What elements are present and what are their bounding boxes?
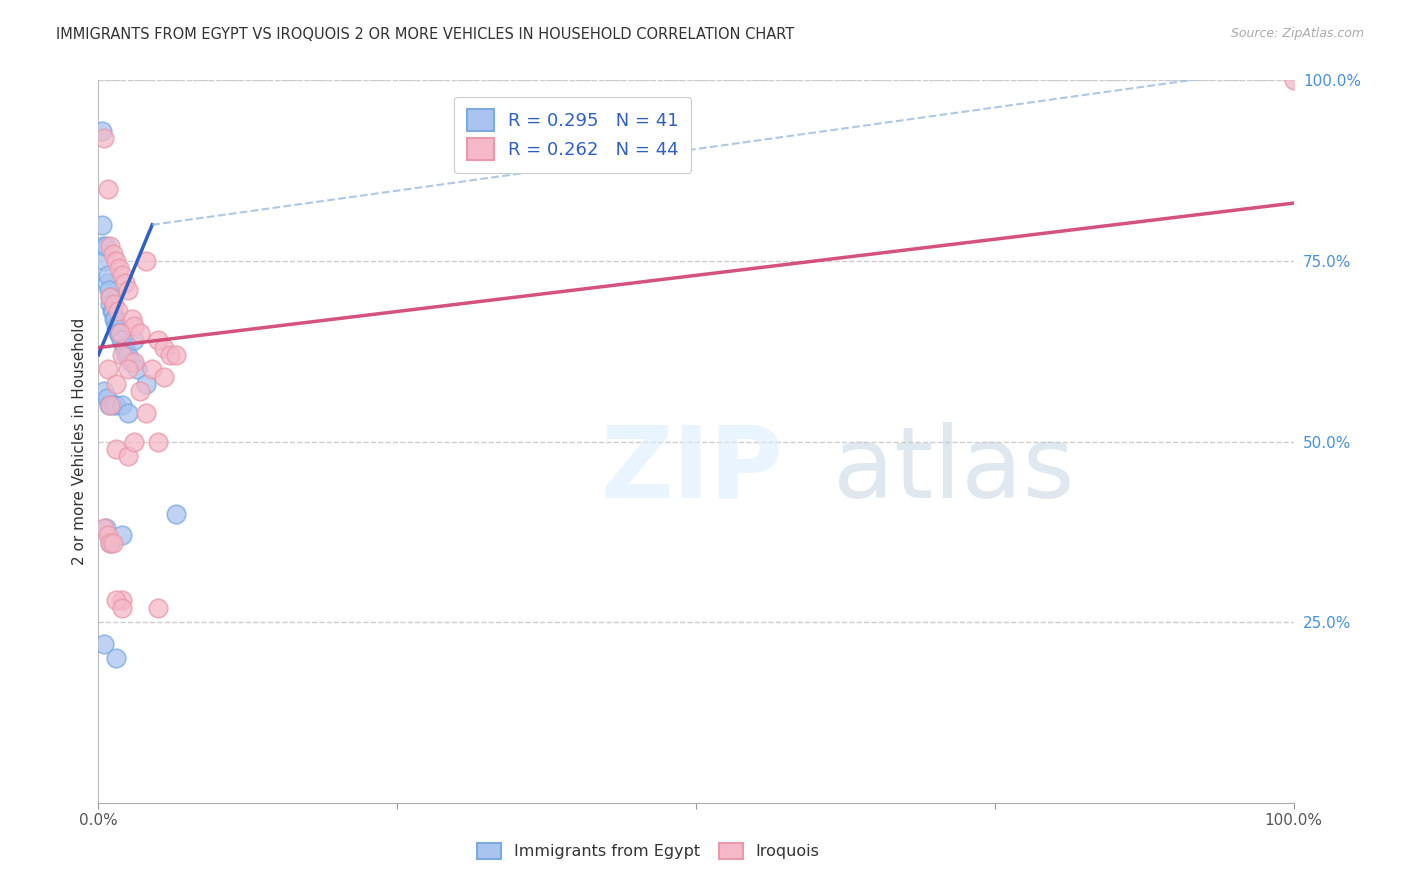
Point bbox=[101, 246, 124, 260]
Point bbox=[98, 398, 122, 412]
Text: IMMIGRANTS FROM EGYPT VS IROQUOIS 2 OR MORE VEHICLES IN HOUSEHOLD CORRELATION CH: IMMIGRANTS FROM EGYPT VS IROQUOIS 2 OR M… bbox=[56, 27, 794, 42]
Point bbox=[111, 268, 134, 283]
Point bbox=[98, 239, 122, 253]
Point bbox=[124, 355, 146, 369]
Point bbox=[148, 334, 170, 348]
Point bbox=[105, 318, 128, 333]
Point bbox=[117, 362, 139, 376]
Point bbox=[111, 348, 134, 362]
Point bbox=[148, 600, 170, 615]
Point bbox=[93, 253, 115, 268]
Point bbox=[103, 297, 125, 311]
Point bbox=[165, 507, 187, 521]
Text: ZIP: ZIP bbox=[600, 422, 783, 519]
Point bbox=[124, 334, 146, 348]
Point bbox=[153, 369, 176, 384]
Point bbox=[114, 341, 136, 355]
Point bbox=[97, 528, 120, 542]
Point bbox=[96, 391, 118, 405]
Point bbox=[98, 290, 122, 304]
Point bbox=[98, 297, 122, 311]
Point bbox=[114, 276, 136, 290]
Point bbox=[107, 326, 129, 341]
Point bbox=[97, 268, 120, 283]
Point bbox=[94, 521, 117, 535]
Y-axis label: 2 or more Vehicles in Household: 2 or more Vehicles in Household bbox=[72, 318, 87, 566]
Point bbox=[165, 348, 187, 362]
Point bbox=[141, 362, 163, 376]
Point bbox=[91, 239, 114, 253]
Point bbox=[117, 406, 139, 420]
Point bbox=[129, 326, 152, 341]
Point bbox=[125, 362, 148, 376]
Point bbox=[111, 528, 134, 542]
Point bbox=[121, 311, 143, 326]
Point bbox=[124, 318, 146, 333]
Point bbox=[135, 253, 157, 268]
Point bbox=[105, 398, 128, 412]
Point bbox=[97, 182, 120, 196]
Point bbox=[98, 535, 122, 549]
Point bbox=[93, 131, 115, 145]
Point bbox=[105, 253, 128, 268]
Point bbox=[124, 434, 146, 449]
Point bbox=[96, 276, 118, 290]
Point bbox=[117, 348, 139, 362]
Point bbox=[105, 376, 128, 391]
Point bbox=[93, 637, 115, 651]
Point bbox=[107, 261, 129, 276]
Point bbox=[104, 311, 127, 326]
Point bbox=[98, 290, 122, 304]
Point bbox=[112, 341, 135, 355]
Point bbox=[94, 239, 117, 253]
Point bbox=[135, 406, 157, 420]
Text: atlas: atlas bbox=[834, 422, 1076, 519]
Point bbox=[110, 334, 132, 348]
Point bbox=[91, 218, 114, 232]
Point bbox=[111, 593, 134, 607]
Point bbox=[117, 283, 139, 297]
Point bbox=[100, 304, 122, 318]
Point bbox=[93, 384, 115, 398]
Point bbox=[98, 535, 122, 549]
Point bbox=[1282, 73, 1305, 87]
Point bbox=[93, 521, 115, 535]
Point bbox=[105, 593, 128, 607]
Point bbox=[98, 283, 121, 297]
Point bbox=[103, 311, 125, 326]
Point bbox=[148, 434, 170, 449]
Point bbox=[129, 384, 152, 398]
Point bbox=[101, 398, 124, 412]
Point bbox=[117, 449, 139, 463]
Text: Source: ZipAtlas.com: Source: ZipAtlas.com bbox=[1230, 27, 1364, 40]
Point bbox=[111, 600, 134, 615]
Legend: Immigrants from Egypt, Iroquois: Immigrants from Egypt, Iroquois bbox=[468, 835, 828, 867]
Point bbox=[159, 348, 181, 362]
Point bbox=[97, 362, 120, 376]
Point bbox=[107, 304, 129, 318]
Point bbox=[108, 326, 131, 341]
Point bbox=[98, 398, 121, 412]
Point bbox=[105, 442, 128, 456]
Point bbox=[111, 334, 134, 348]
Point bbox=[101, 304, 124, 318]
Point bbox=[101, 535, 124, 549]
Point bbox=[111, 398, 134, 412]
Point bbox=[105, 651, 128, 665]
Point bbox=[153, 341, 176, 355]
Point bbox=[108, 326, 131, 341]
Point bbox=[91, 124, 114, 138]
Point bbox=[107, 326, 129, 341]
Point bbox=[135, 376, 157, 391]
Point bbox=[115, 348, 138, 362]
Point bbox=[120, 355, 142, 369]
